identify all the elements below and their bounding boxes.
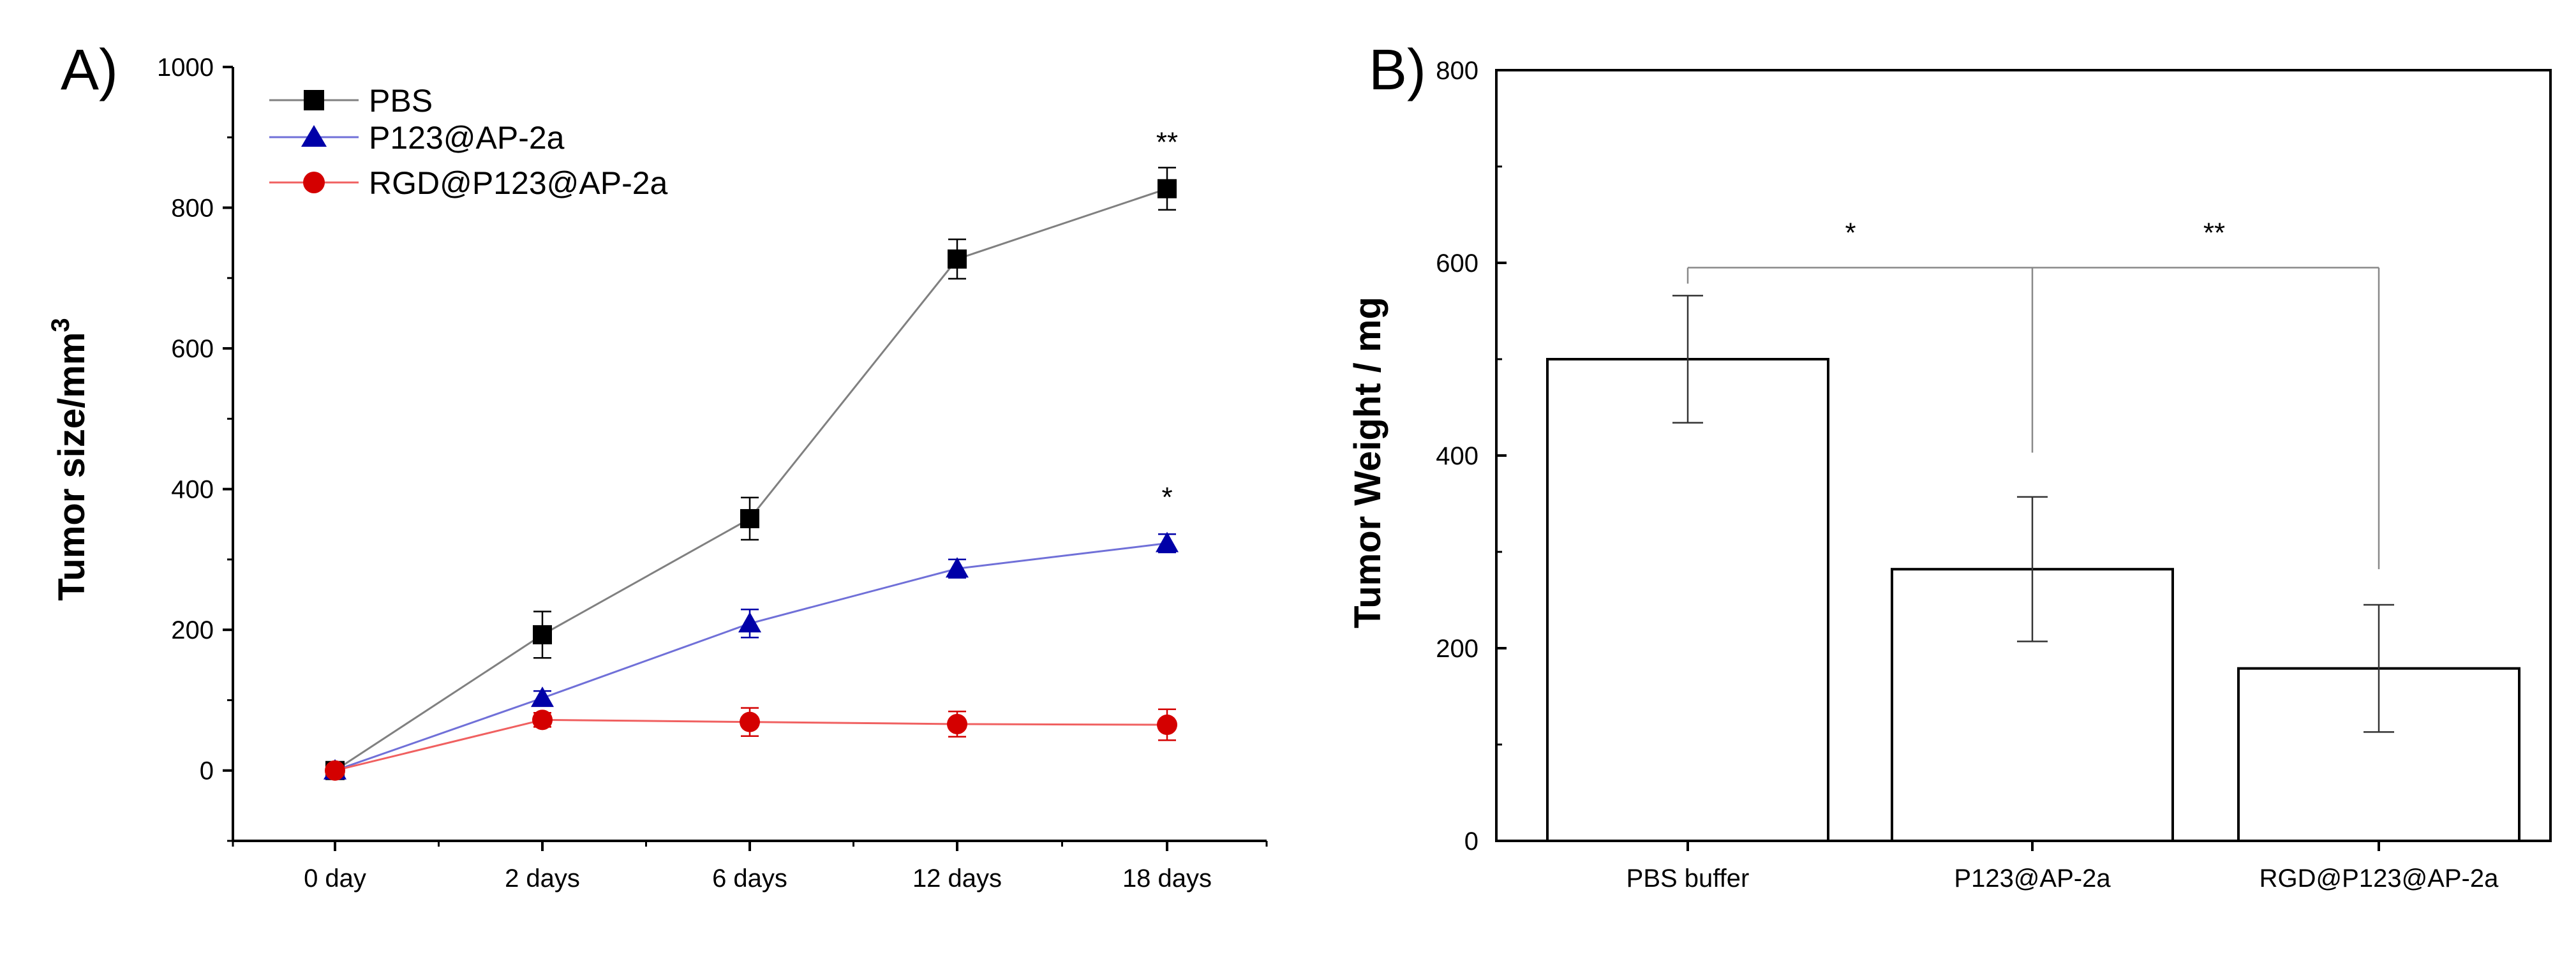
panel-a-x-tick-label: 12 days <box>912 864 1002 893</box>
data-point-rgd-p123-ap-2a <box>532 709 553 730</box>
panel-b-y-tick-label: 200 <box>1436 635 1478 663</box>
significance-marker: * <box>1845 218 1856 249</box>
panel-a-y-axis-title: Tumor size/mm3 <box>47 318 93 600</box>
panel-a-y-tick-label: 600 <box>171 335 214 363</box>
panel-a-legend: PBS P123@AP-2a RGD@P123@AP-2a <box>269 83 668 201</box>
legend-label-p123: P123@AP-2a <box>369 120 565 156</box>
panel-b-y-tick-label: 0 <box>1464 827 1478 856</box>
panel-a-x-tick-label: 18 days <box>1122 864 1212 893</box>
panel-a-y-tick-label: 800 <box>171 195 214 223</box>
panel-b-x-tick-label: PBS buffer <box>1627 864 1750 893</box>
legend-entry-p123: P123@AP-2a <box>269 120 565 156</box>
data-point-pbs <box>1158 179 1177 198</box>
panel-a-x-tick-label: 2 days <box>505 864 580 893</box>
bar-pbs-buffer <box>1546 358 1829 842</box>
data-point-p123-ap-2a <box>531 686 554 708</box>
legend-label-pbs: PBS <box>369 83 433 119</box>
panel-a-y-axis-title-text: Tumor size/mm <box>51 332 93 601</box>
panel-a-y-axis-title-superscript: 3 <box>47 318 75 332</box>
panel-a-y-ticks: 0 200 400 600 800 1000 <box>157 54 233 842</box>
panel-a-y-tick-label: 1000 <box>157 54 214 82</box>
panel-b-y-tick-label: 800 <box>1436 57 1478 85</box>
data-point-pbs <box>533 625 552 644</box>
panel-a-x-tick-label: 6 days <box>712 864 787 893</box>
significance-marker: * <box>1161 482 1172 513</box>
legend-label-rgd: RGD@P123@AP-2a <box>369 165 668 201</box>
significance-marker: ** <box>2203 218 2225 249</box>
legend-entry-pbs: PBS <box>269 83 433 119</box>
panel-a-label: A) <box>61 38 118 102</box>
data-point-rgd-p123-ap-2a <box>947 713 967 734</box>
panel-b-significance: * ** <box>1686 218 2380 570</box>
data-point-p123-ap-2a <box>946 557 969 578</box>
data-point-p123-ap-2a <box>1156 531 1179 552</box>
panel-a-y-tick-label: 400 <box>171 476 214 504</box>
legend-marker-square-icon <box>304 90 324 110</box>
panel-b-x-tick-label: P123@AP-2a <box>1954 864 2111 893</box>
data-point-rgd-p123-ap-2a <box>740 711 760 732</box>
data-point-rgd-p123-ap-2a <box>1157 715 1177 736</box>
panel-b-label: B) <box>1369 38 1426 102</box>
panel-b-y-axis-title: Tumor Weight / mg <box>1347 297 1389 628</box>
data-point-rgd-p123-ap-2a <box>325 760 345 781</box>
panel-a-x-ticks: 0 day 2 days 6 days 12 days 18 days <box>232 841 1268 893</box>
panel-a-y-tick-label: 0 <box>200 757 214 785</box>
significance-marker: ** <box>1156 126 1178 158</box>
legend-entry-rgd: RGD@P123@AP-2a <box>269 165 668 201</box>
panel-b-x-ticks: PBS buffer P123@AP-2a RGD@P123@AP-2a <box>1627 841 2499 893</box>
legend-marker-triangle-icon <box>301 125 327 147</box>
panel-a-line-chart: A) 0 200 400 600 800 1000 0 day 2 days 6 days 12… <box>47 38 1268 893</box>
panel-b-y-ticks: 0 200 400 600 800 <box>1436 57 1507 856</box>
data-point-pbs <box>948 249 967 269</box>
panel-a-x-tick-label: 0 day <box>304 864 366 893</box>
panel-b-y-tick-label: 600 <box>1436 249 1478 278</box>
panel-b-bar-chart: B) 0 200 400 600 800 PBS buffer P123@AP-2a RGD… <box>1347 38 2552 893</box>
data-point-pbs <box>740 508 759 528</box>
panel-a-markers <box>324 179 1179 781</box>
panel-b-y-tick-label: 400 <box>1436 442 1478 470</box>
panel-b-x-tick-label: RGD@P123@AP-2a <box>2260 864 2499 893</box>
panel-a-annotations: *** <box>1156 126 1178 513</box>
panel-a-y-tick-label: 200 <box>171 616 214 644</box>
data-point-p123-ap-2a <box>738 612 761 633</box>
legend-marker-circle-icon <box>303 172 325 193</box>
panel-b-error-bars <box>1672 295 2394 733</box>
